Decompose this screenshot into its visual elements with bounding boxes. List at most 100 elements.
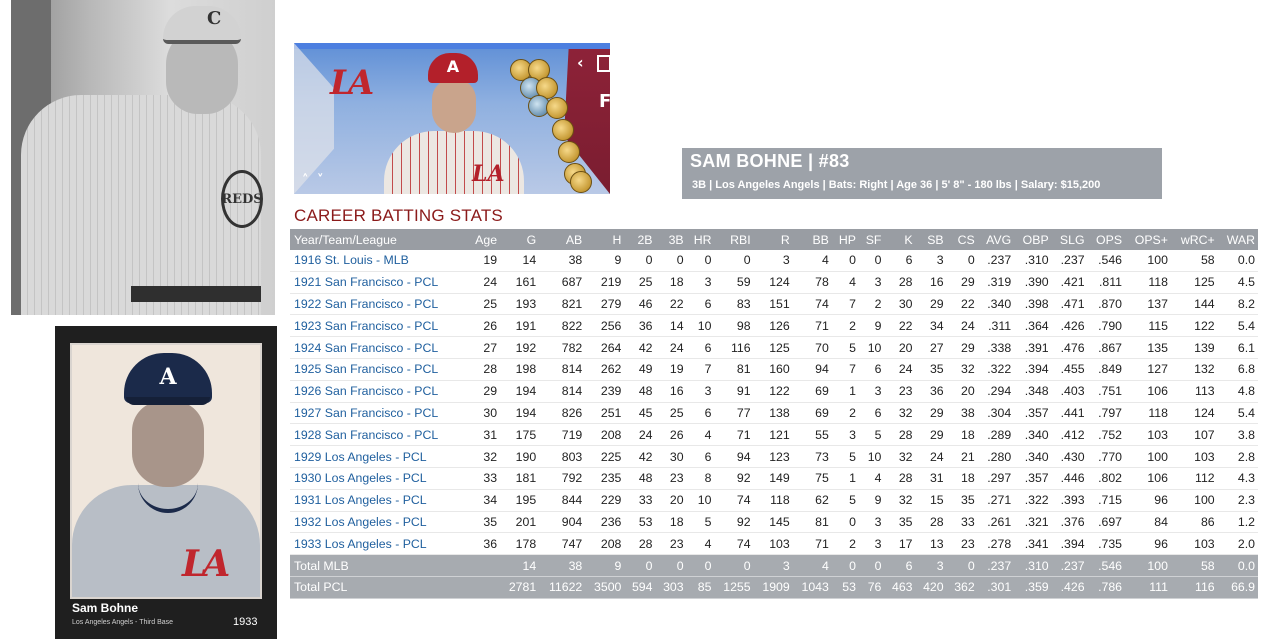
stat-cell: .357 bbox=[1014, 467, 1052, 490]
stat-cell: 19 bbox=[467, 250, 501, 272]
table-row: 1931 Los Angeles - PCL 34 195 844 229 33 20 10 7… bbox=[290, 489, 1258, 512]
panel-icon[interactable] bbox=[597, 55, 610, 72]
stat-cell: 139 bbox=[1170, 336, 1218, 359]
stat-cell: 2 bbox=[831, 402, 859, 425]
stat-cell: 24 bbox=[915, 445, 947, 468]
stat-cell: 14 bbox=[500, 554, 540, 577]
stat-cell: 4 bbox=[858, 467, 885, 490]
column-header[interactable]: SB bbox=[915, 229, 947, 250]
stat-cell: 103 bbox=[753, 532, 793, 556]
stat-cell: 55 bbox=[792, 423, 832, 447]
stat-cell: .421 bbox=[1051, 271, 1088, 294]
column-header[interactable]: HP bbox=[831, 229, 859, 250]
player-banner: LA A LA ‹ F ˄ ˅ bbox=[294, 43, 610, 194]
column-header[interactable]: G bbox=[500, 229, 540, 250]
table-body: 1916 St. Louis - MLB 19 14 38 9 0 0 0 0 3 4 0 0 6 3 0.2… bbox=[290, 250, 1258, 599]
stat-cell: 38 bbox=[539, 554, 586, 577]
stat-cell: 35 bbox=[946, 489, 978, 512]
stat-cell: .280 bbox=[977, 445, 1015, 468]
column-header[interactable]: BB bbox=[792, 229, 832, 250]
stat-cell: .426 bbox=[1051, 314, 1088, 338]
season-link[interactable]: 1932 Los Angeles - PCL bbox=[290, 511, 468, 534]
column-header[interactable]: Age bbox=[467, 229, 501, 250]
stat-cell: 161 bbox=[500, 271, 540, 294]
stat-cell: 30 bbox=[884, 293, 916, 316]
season-link[interactable]: 1929 Los Angeles - PCL bbox=[290, 445, 468, 468]
badge-stack bbox=[506, 57, 592, 194]
stat-cell bbox=[467, 576, 501, 599]
player-info-line: 3B | Los Angeles Angels | Bats: Right | … bbox=[692, 179, 1101, 191]
stat-cell: 3 bbox=[915, 554, 947, 577]
column-header[interactable]: OBP bbox=[1014, 229, 1052, 250]
photo-cap-letter: C bbox=[207, 8, 222, 29]
stat-cell: .391 bbox=[1014, 336, 1052, 359]
column-header[interactable]: AB bbox=[539, 229, 586, 250]
column-header[interactable]: SLG bbox=[1051, 229, 1088, 250]
column-header[interactable]: wRC+ bbox=[1170, 229, 1218, 250]
stat-cell: 0 bbox=[858, 250, 885, 272]
stat-cell: 6.8 bbox=[1217, 358, 1258, 381]
stat-cell: 5.4 bbox=[1217, 314, 1258, 338]
stat-cell: 0 bbox=[714, 554, 754, 577]
season-link[interactable]: 1926 San Francisco - PCL bbox=[290, 380, 468, 403]
stat-cell: 77 bbox=[714, 402, 754, 425]
stat-cell: 264 bbox=[585, 336, 625, 359]
column-header[interactable]: OPS+ bbox=[1125, 229, 1171, 250]
stat-cell: 4 bbox=[792, 554, 832, 577]
stat-cell: 103 bbox=[1125, 423, 1171, 447]
stat-cell: 85 bbox=[686, 576, 715, 599]
stat-cell: 10 bbox=[686, 489, 715, 512]
stat-cell: 74 bbox=[714, 532, 754, 556]
season-link[interactable]: 1924 San Francisco - PCL bbox=[290, 336, 468, 359]
chevron-left-icon[interactable]: ‹ bbox=[577, 53, 584, 72]
season-link[interactable]: 1927 San Francisco - PCL bbox=[290, 402, 468, 425]
column-header[interactable]: WAR bbox=[1217, 229, 1258, 250]
column-header[interactable]: HR bbox=[686, 229, 715, 250]
stat-cell: 92 bbox=[714, 467, 754, 490]
stat-cell: 3.8 bbox=[1217, 423, 1258, 447]
stat-cell: 181 bbox=[500, 467, 540, 490]
stat-cell: .786 bbox=[1087, 576, 1126, 599]
season-link[interactable]: 1916 St. Louis - MLB bbox=[290, 250, 468, 272]
stat-cell: 30 bbox=[655, 445, 687, 468]
season-link[interactable]: 1928 San Francisco - PCL bbox=[290, 423, 468, 447]
stat-cell: 70 bbox=[792, 336, 832, 359]
table-row: 1927 San Francisco - PCL 30 194 826 251 45 25 6… bbox=[290, 402, 1258, 425]
stat-cell: 132 bbox=[1170, 358, 1218, 381]
career-batting-table: Year/Team/League Age G AB H 2B 3B HR RBI R BB HP SF K… bbox=[290, 229, 1258, 599]
column-header[interactable]: 2B bbox=[624, 229, 656, 250]
column-header[interactable]: RBI bbox=[714, 229, 754, 250]
stat-cell: 9 bbox=[585, 554, 625, 577]
column-header[interactable]: 3B bbox=[655, 229, 687, 250]
column-header[interactable]: CS bbox=[946, 229, 978, 250]
column-header[interactable]: R bbox=[753, 229, 793, 250]
column-header[interactable]: SF bbox=[858, 229, 885, 250]
column-header[interactable]: Year/Team/League bbox=[290, 229, 468, 250]
stat-cell: 26 bbox=[467, 314, 501, 338]
season-link[interactable]: 1921 San Francisco - PCL bbox=[290, 271, 468, 294]
column-header[interactable]: AVG bbox=[977, 229, 1015, 250]
stat-cell: 123 bbox=[753, 445, 793, 468]
season-link[interactable]: 1925 San Francisco - PCL bbox=[290, 358, 468, 381]
stat-cell: 225 bbox=[585, 445, 625, 468]
stat-cell: .870 bbox=[1087, 293, 1126, 316]
season-link[interactable]: 1923 San Francisco - PCL bbox=[290, 314, 468, 338]
stat-cell: 103 bbox=[1170, 445, 1218, 468]
team-logo: LA bbox=[330, 63, 374, 103]
collapse-arrows-icon[interactable]: ˄ ˅ bbox=[302, 173, 326, 188]
stat-cell: 1909 bbox=[753, 576, 793, 599]
column-header[interactable]: H bbox=[585, 229, 625, 250]
stat-cell: 844 bbox=[539, 489, 586, 512]
stat-cell: 71 bbox=[714, 423, 754, 447]
season-link[interactable]: 1933 Los Angeles - PCL bbox=[290, 532, 468, 556]
stat-cell: 191 bbox=[500, 314, 540, 338]
season-link[interactable]: 1931 Los Angeles - PCL bbox=[290, 489, 468, 512]
stat-cell: 2.0 bbox=[1217, 532, 1258, 556]
stat-cell: 10 bbox=[858, 445, 885, 468]
table-row: 1925 San Francisco - PCL 28 198 814 262 49 19 7… bbox=[290, 358, 1258, 381]
stat-cell: .412 bbox=[1051, 423, 1088, 447]
season-link[interactable]: 1930 Los Angeles - PCL bbox=[290, 467, 468, 490]
column-header[interactable]: OPS bbox=[1087, 229, 1126, 250]
column-header[interactable]: K bbox=[884, 229, 916, 250]
season-link[interactable]: 1922 San Francisco - PCL bbox=[290, 293, 468, 316]
